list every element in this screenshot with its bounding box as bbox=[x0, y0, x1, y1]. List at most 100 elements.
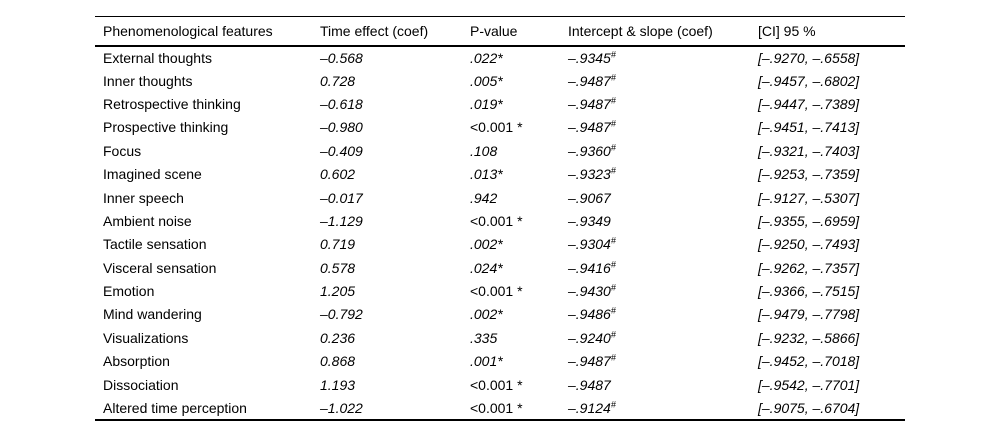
hash-superscript: # bbox=[610, 165, 616, 176]
table-row: Dissociation 1.193 <0.001 * –.9487 [–.9542, … bbox=[95, 373, 905, 396]
table-row: Emotion 1.205 <0.001 * –.9430# [–.9366, –.75… bbox=[95, 279, 905, 302]
cell-time-effect: –1.022 bbox=[320, 399, 363, 416]
hash-superscript: # bbox=[610, 118, 616, 129]
hash-superscript: # bbox=[610, 71, 616, 82]
cell-intercept: –.9487# bbox=[568, 95, 616, 112]
cell-intercept: –.9067 bbox=[568, 189, 611, 206]
cell-p-value: .022* bbox=[470, 49, 503, 66]
cell-ci: [–.9447, –.7389] bbox=[758, 95, 860, 112]
cell-feature: Prospective thinking bbox=[103, 119, 229, 136]
table-row: Visualizations 0.236 .335 –.9240# [–.9232, –… bbox=[95, 326, 905, 349]
cell-p-value: .005* bbox=[470, 72, 503, 89]
cell-feature: Focus bbox=[103, 142, 142, 159]
cell-time-effect: 1.205 bbox=[320, 283, 356, 300]
column-header-time-effect: Time effect (coef) bbox=[312, 16, 462, 47]
cell-feature: Visualizations bbox=[103, 329, 189, 346]
cell-intercept: –.9323# bbox=[568, 165, 616, 183]
cell-time-effect: –0.017 bbox=[320, 189, 363, 206]
cell-feature: Absorption bbox=[103, 353, 170, 370]
hash-superscript: # bbox=[610, 398, 616, 409]
cell-time-effect: –0.409 bbox=[320, 142, 363, 159]
cell-feature: Emotion bbox=[103, 283, 155, 300]
cell-ci: [–.9075, –.6704] bbox=[758, 399, 860, 416]
cell-p-value: .002* bbox=[470, 306, 503, 323]
cell-time-effect: 0.236 bbox=[320, 329, 356, 346]
cell-feature: Dissociation bbox=[103, 376, 179, 393]
cell-time-effect: 0.728 bbox=[320, 72, 356, 89]
cell-ci: [–.9262, –.7357] bbox=[758, 259, 860, 276]
cell-ci: [–.9253, –.7359] bbox=[758, 166, 860, 183]
cell-intercept: –.9487# bbox=[568, 118, 616, 136]
results-table: Phenomenological features Time effect (c… bbox=[95, 16, 905, 421]
cell-intercept: –.9487# bbox=[568, 352, 616, 370]
cell-intercept: –.9345# bbox=[568, 49, 616, 66]
cell-p-value: .335 bbox=[470, 329, 498, 346]
table-row: Visceral sensation 0.578 .024* –.9416# [–.92… bbox=[95, 256, 905, 279]
header-row: Phenomenological features Time effect (c… bbox=[95, 16, 905, 47]
cell-intercept: –.9487# bbox=[568, 71, 616, 89]
cell-intercept: –.9416# bbox=[568, 259, 616, 276]
table-row: Imagined scene 0.602 .013* –.9323# [–.9253, … bbox=[95, 162, 905, 185]
cell-intercept: –.9124# bbox=[568, 398, 616, 416]
cell-ci: [–.9355, –.6959] bbox=[758, 212, 860, 229]
cell-p-value: <0.001 * bbox=[470, 212, 523, 229]
cell-p-value: .024* bbox=[470, 259, 503, 276]
hash-superscript: # bbox=[610, 305, 616, 316]
cell-ci: [–.9479, –.7798] bbox=[758, 306, 860, 323]
cell-intercept: –.9240# bbox=[568, 329, 616, 346]
table-row: Altered time perception –1.022 <0.001 * –.9… bbox=[95, 396, 905, 419]
cell-ci: [–.9321, –.7403] bbox=[758, 142, 860, 159]
table-row: Inner thoughts 0.728 .005* –.9487# [–.9457, … bbox=[95, 69, 905, 92]
cell-p-value: .002* bbox=[470, 236, 503, 253]
table-row: Mind wandering –0.792 .002* –.9486# [–.9479,… bbox=[95, 303, 905, 326]
cell-ci: [–.9366, –.7515] bbox=[758, 283, 860, 300]
hash-superscript: # bbox=[610, 235, 616, 246]
cell-p-value: <0.001 * bbox=[470, 283, 523, 300]
table-row: Focus –0.409 .108 –.9360# [–.9321, –.7403] bbox=[95, 139, 905, 162]
column-header-intercept-slope: Intercept & slope (coef) bbox=[560, 16, 750, 47]
cell-intercept: –.9304# bbox=[568, 235, 616, 253]
cell-feature: Inner speech bbox=[103, 189, 184, 206]
cell-intercept: –.9360# bbox=[568, 142, 616, 159]
cell-p-value: <0.001 * bbox=[470, 376, 523, 393]
cell-time-effect: 0.719 bbox=[320, 236, 356, 253]
cell-time-effect: –0.980 bbox=[320, 119, 363, 136]
cell-feature: Retrospective thinking bbox=[103, 95, 241, 112]
cell-feature: Tactile sensation bbox=[103, 236, 207, 253]
cell-time-effect: 0.578 bbox=[320, 259, 356, 276]
table-body: External thoughts –0.568 .022* –.9345# [–.92… bbox=[95, 46, 905, 420]
column-header-p-value: P-value bbox=[462, 16, 560, 47]
cell-p-value: .013* bbox=[470, 166, 503, 183]
cell-feature: Altered time perception bbox=[103, 399, 247, 416]
cell-feature: Imagined scene bbox=[103, 166, 202, 183]
cell-p-value: .001* bbox=[470, 353, 503, 370]
cell-intercept: –.9487 bbox=[568, 376, 611, 393]
cell-time-effect: 0.868 bbox=[320, 353, 356, 370]
cell-ci: [–.9451, –.7413] bbox=[758, 119, 860, 136]
cell-ci: [–.9250, –.7493] bbox=[758, 236, 860, 253]
cell-p-value: .108 bbox=[470, 142, 498, 159]
cell-intercept: –.9430# bbox=[568, 282, 616, 300]
cell-ci: [–.9457, –.6802] bbox=[758, 72, 860, 89]
cell-time-effect: –0.792 bbox=[320, 306, 363, 323]
hash-superscript: # bbox=[610, 142, 616, 153]
table-row: Ambient noise –1.129 <0.001 * –.9349 [–.9355… bbox=[95, 209, 905, 232]
hash-superscript: # bbox=[610, 259, 616, 270]
cell-ci: [–.9542, –.7701] bbox=[758, 376, 860, 393]
column-header-ci-95: [CI] 95 % bbox=[750, 16, 905, 47]
table-row: Absorption 0.868 .001* –.9487# [–.9452, –.70… bbox=[95, 350, 905, 373]
cell-ci: [–.9127, –.5307] bbox=[758, 189, 860, 206]
cell-ci: [–.9452, –.7018] bbox=[758, 353, 860, 370]
cell-p-value: .942 bbox=[470, 189, 498, 206]
cell-intercept: –.9349 bbox=[568, 212, 611, 229]
table-row: Tactile sensation 0.719 .002* –.9304# [–.925… bbox=[95, 233, 905, 256]
hash-superscript: # bbox=[610, 49, 616, 60]
table-row: Retrospective thinking –0.618 .019* –.9487#… bbox=[95, 92, 905, 115]
cell-ci: [–.9270, –.6558] bbox=[758, 49, 860, 66]
cell-p-value: .019* bbox=[470, 95, 503, 112]
cell-time-effect: –0.618 bbox=[320, 95, 363, 112]
hash-superscript: # bbox=[610, 282, 616, 293]
cell-ci: [–.9232, –.5866] bbox=[758, 329, 860, 346]
cell-feature: Mind wandering bbox=[103, 306, 202, 323]
cell-time-effect: –0.568 bbox=[320, 49, 363, 66]
